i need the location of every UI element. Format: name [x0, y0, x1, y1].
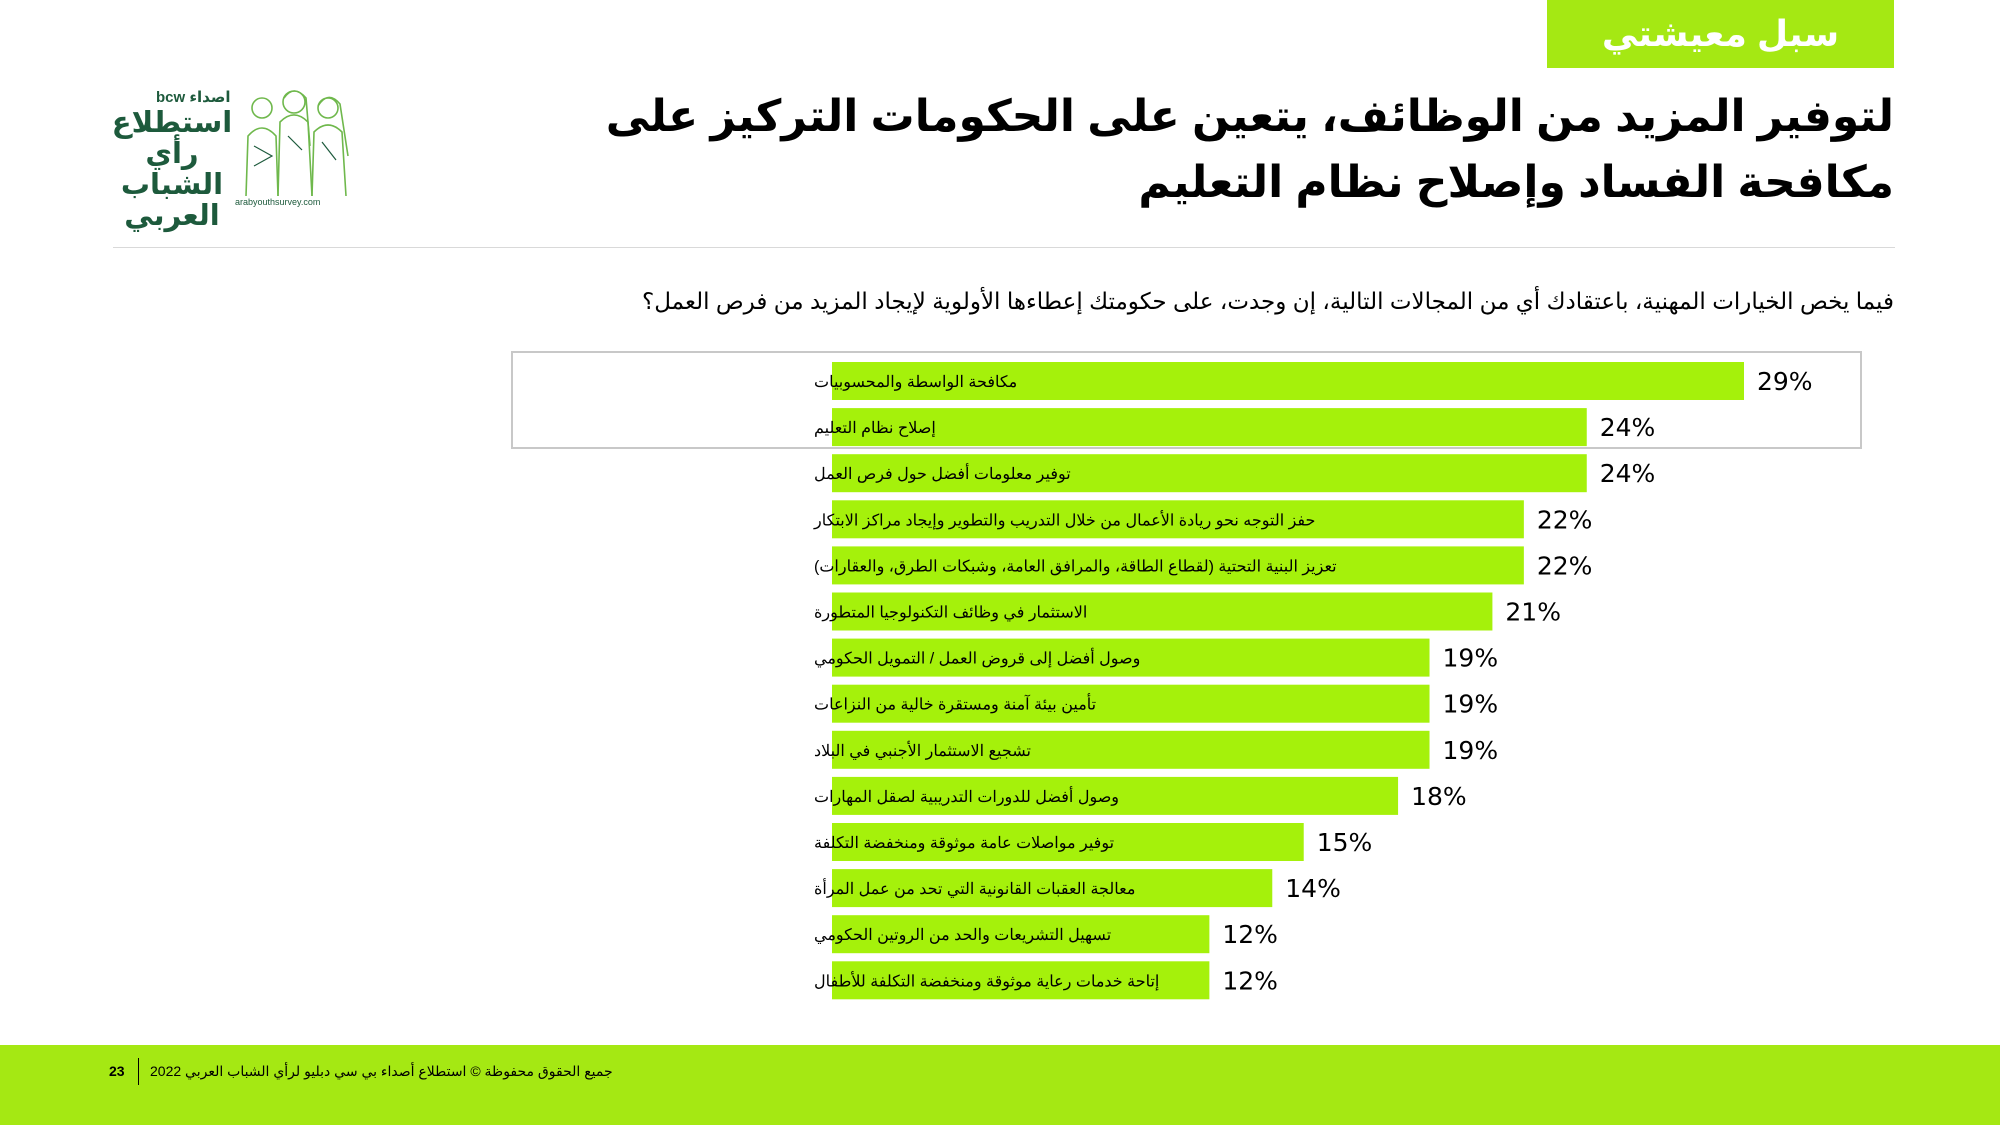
value-label: 14%: [1285, 874, 1341, 903]
survey-question: فيما يخص الخيارات المهنية، باعتقادك أي م…: [642, 288, 1894, 314]
value-label: 15%: [1317, 828, 1373, 857]
top-items-highlight-box: [511, 351, 1862, 449]
survey-logo: bcw اصداء استطلاع رأي الشباب العربي arab…: [110, 82, 370, 232]
logo-title-line3: العربي: [124, 200, 220, 232]
logo-brand-asda: اصداء: [189, 89, 231, 106]
value-label: 19%: [1443, 690, 1499, 719]
category-label: تعزيز البنية التحتية (لقطاع الطاقة، والم…: [814, 558, 1337, 575]
bar: [832, 362, 1744, 400]
bar: [832, 638, 1430, 677]
category-label: معالجة العقبات القانونية التي تحد من عمل…: [814, 878, 1135, 898]
value-label: 18%: [1411, 782, 1467, 811]
bar: [832, 776, 1399, 815]
bar: [832, 500, 1524, 539]
header-divider: [113, 247, 1895, 248]
section-tag: سبل معيشتي: [1547, 0, 1894, 68]
bar: [832, 915, 1210, 954]
category-label: الاستثمار في وظائف التكنولوجيا المتطورة: [814, 605, 1087, 622]
page-title: لتوفير المزيد من الوظائف، يتعين على الحك…: [605, 92, 1894, 207]
bar: [832, 454, 1587, 493]
value-label: 21%: [1505, 598, 1561, 627]
logo-url: arabyouthsurvey.com: [235, 197, 321, 207]
value-label: 19%: [1443, 736, 1499, 765]
bar: [832, 408, 1587, 447]
youth-figures-icon: [245, 90, 349, 197]
value-label: 29%: [1757, 367, 1813, 396]
bar: [832, 684, 1430, 723]
category-label: وصول أفضل إلى قروض العمل / التمويل الحكو…: [814, 648, 1140, 668]
value-label: 24%: [1600, 413, 1656, 442]
category-label: مكافحة الواسطة والمحسوبيات: [814, 374, 1017, 391]
category-label: حفز التوجه نحو ريادة الأعمال من خلال الت…: [813, 510, 1315, 529]
category-label: تسهيل التشريعات والحد من الروتين الحكومي: [814, 927, 1111, 944]
bar: [832, 961, 1210, 1000]
bar: [832, 592, 1493, 631]
value-label: 22%: [1537, 551, 1593, 580]
logo-title-line2: رأي الشباب: [120, 138, 224, 201]
bar-chart: مكافحة الواسطة والمحسوبيات 29% إصلاح نظام …: [813, 362, 1813, 1000]
logo-brand: bcw اصداء: [156, 88, 230, 106]
category-label: إصلاح نظام التعليم: [814, 420, 936, 437]
logo-title: استطلاع رأي الشباب العربي: [110, 108, 234, 232]
category-label: وصول أفضل للدورات التدريبية لصقل المهارا…: [814, 786, 1119, 806]
footer-bar: [0, 1045, 2000, 1125]
footer-copyright: جميع الحقوق محفوظة © استطلاع أصداء بي سي…: [150, 1063, 613, 1079]
value-label: 22%: [1537, 505, 1593, 534]
value-label: 19%: [1443, 644, 1499, 673]
value-label: 24%: [1600, 459, 1656, 488]
value-label: 12%: [1222, 966, 1278, 995]
bar: [832, 546, 1524, 585]
category-label: توفير معلومات أفضل حول فرص العمل: [814, 463, 1071, 483]
page-number: 23: [109, 1063, 125, 1079]
logo-title-line1: استطلاع: [111, 107, 233, 139]
bar: [832, 823, 1304, 861]
bar: [832, 869, 1273, 908]
category-label: توفير مواصلات عامة موثوقة ومنخفضة التكلف…: [814, 835, 1114, 852]
category-label: تأمين بيئة آمنة ومستقرة خالية من النزاعا…: [814, 693, 1096, 714]
category-label: تشجيع الاستثمار الأجنبي في البلاد: [814, 741, 1031, 760]
footer-separator: [138, 1058, 139, 1085]
category-label: إتاحة خدمات رعاية موثوقة ومنخفضة التكلفة…: [814, 971, 1159, 990]
value-label: 12%: [1222, 920, 1278, 949]
bar: [832, 730, 1430, 769]
logo-brand-bcw: bcw: [156, 89, 186, 106]
